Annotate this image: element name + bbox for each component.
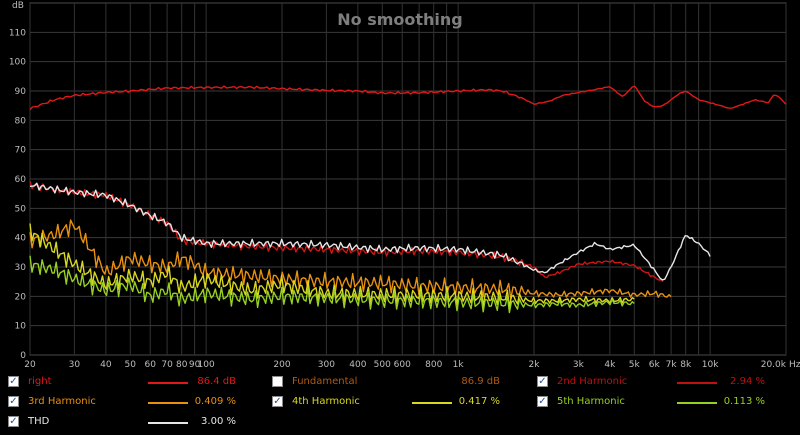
legend-value: 2.94 % [730,376,765,387]
y-tick-label: 30 [15,263,27,273]
legend-label: Fundamental [292,376,358,387]
legend-swatch [148,422,188,424]
y-tick-label: 80 [15,116,27,126]
y-tick-label: 90 [15,87,27,97]
legend-label: 2nd Harmonic [557,376,628,387]
legend-swatch [148,402,188,404]
legend-value: 86.4 dB [197,376,236,387]
legend-item-h5: ✓ 5th Harmonic 0.113 % [537,393,792,411]
y-tick-label: 50 [15,204,27,214]
legend-swatch [148,382,188,384]
legend-checkbox-thd[interactable]: ✓ [8,416,19,427]
x-tick-label: 6k [649,360,661,370]
legend-checkbox-right[interactable]: ✓ [8,376,19,387]
x-tick-label: 30 [69,360,81,370]
x-tick-label: 8k [680,360,692,370]
y-gridlines [30,31,786,327]
series-line-right [29,85,787,111]
x-gridlines [29,3,787,355]
x-tick-label: 20.0k [761,360,787,370]
x-unit-label: Hz [789,360,800,370]
y-tick-labels: 0 10 20 30 40 50 60 70 80 90 100 110 [9,28,26,361]
chart-title: No smoothing [337,10,463,29]
x-tick-label: 60 [145,360,157,370]
x-tick-label: 400 [349,360,366,370]
legend-checkbox-h3[interactable]: ✓ [8,396,19,407]
legend-value: 86.9 dB [461,376,500,387]
x-tick-label: 10k [702,360,719,370]
legend-checkbox-h2[interactable]: ✓ [537,376,548,387]
legend-item-h2: ✓ 2nd Harmonic 2.94 % [537,373,792,391]
legend-item-h3: ✓ 3rd Harmonic 0.409 % [8,393,263,411]
legend-item-h4: ✓ 4th Harmonic 0.417 % [272,393,527,411]
legend-label: right [28,376,52,387]
series-line-h3 [29,219,672,300]
y-tick-label: 100 [9,58,26,68]
x-tick-label: 70 [161,360,173,370]
x-tick-label: 50 [125,360,137,370]
x-tick-label: 5k [629,360,641,370]
x-tick-label: 90 [189,360,201,370]
x-tick-label: 200 [273,360,290,370]
y-tick-label: 10 [15,322,27,332]
legend-value: 3.00 % [201,416,236,427]
legend-label: 4th Harmonic [292,396,360,407]
y-tick-label: 20 [15,292,27,302]
x-tick-label: 600 [394,360,411,370]
y-tick-label: 60 [15,175,27,185]
series-line-h5 [29,255,635,314]
legend-item-thd: ✓ THD 3.00 % [8,413,263,431]
y-tick-label: 110 [9,28,26,38]
y-tick-label: 0 [20,351,26,361]
legend-checkbox-fundamental[interactable]: ✓ [272,376,283,387]
x-tick-label: 20 [24,360,36,370]
x-tick-label: 80 [176,360,188,370]
series-lines [29,85,787,314]
legend-label: 3rd Harmonic [28,396,96,407]
legend-panel: ✓ right 86.4 dB ✓ Fundamental 86.9 dB ✓ 2nd Har… [0,370,800,435]
x-tick-label: 7k [666,360,678,370]
legend-label: 5th Harmonic [557,396,625,407]
legend-item-fundamental: ✓ Fundamental 86.9 dB [272,373,527,391]
legend-value: 0.409 % [194,396,236,407]
x-tick-label: 300 [318,360,335,370]
legend-value: 0.417 % [458,396,500,407]
x-tick-label: 4k [604,360,616,370]
x-tick-label: 40 [100,360,112,370]
legend-value: 0.113 % [723,396,765,407]
legend-checkbox-h4[interactable]: ✓ [272,396,283,407]
y-tick-label: 40 [15,234,27,244]
x-tick-label: 2k [529,360,541,370]
legend-item-right: ✓ right 86.4 dB [8,373,263,391]
y-tick-label: 70 [15,146,27,156]
x-tick-label: 100 [198,360,215,370]
x-tick-label: 500 [374,360,391,370]
x-tick-label: 800 [425,360,442,370]
legend-swatch [677,382,717,384]
legend-label: THD [28,416,50,427]
legend-swatch [677,402,717,404]
legend-checkbox-h5[interactable]: ✓ [537,396,548,407]
y-unit-label: dB [12,1,24,11]
series-line-thd [29,182,711,281]
x-tick-label: 1k [453,360,465,370]
legend-swatch [412,402,452,404]
x-tick-label: 3k [573,360,585,370]
